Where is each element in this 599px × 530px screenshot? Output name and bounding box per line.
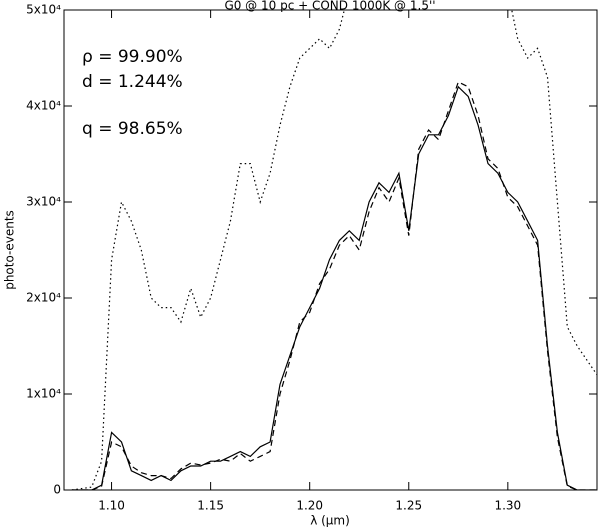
data-line bbox=[71, 81, 597, 490]
y-axis-label: photo-events bbox=[3, 210, 17, 290]
x-tick-label: 1.15 bbox=[197, 499, 224, 513]
data-line bbox=[71, 85, 597, 490]
y-tick-label: 2x10⁴ bbox=[26, 291, 61, 305]
x-tick-label: 1.10 bbox=[98, 499, 125, 513]
y-tick-label: 1x10⁴ bbox=[26, 387, 61, 401]
y-tick-label: 3x10⁴ bbox=[26, 195, 61, 209]
annotation: q = 98.65% bbox=[82, 119, 183, 139]
x-tick-label: 1.25 bbox=[395, 499, 422, 513]
plot-frame bbox=[63, 9, 598, 491]
data-line bbox=[71, 10, 597, 490]
chart-title: G0 @ 10 pc + COND 1000K @ 1.5'' bbox=[224, 0, 435, 13]
y-tick-label: 4x10⁴ bbox=[26, 99, 61, 113]
annotation: d = 1.244% bbox=[82, 72, 183, 92]
y-tick-label: 5x10⁴ bbox=[26, 3, 61, 17]
x-tick-label: 1.30 bbox=[494, 499, 521, 513]
plot-area bbox=[71, 10, 597, 490]
x-axis-label: λ (μm) bbox=[310, 514, 350, 528]
y-tick-label: 0 bbox=[53, 483, 61, 497]
annotation: ρ = 99.90% bbox=[82, 47, 183, 67]
x-tick-label: 1.20 bbox=[296, 499, 323, 513]
